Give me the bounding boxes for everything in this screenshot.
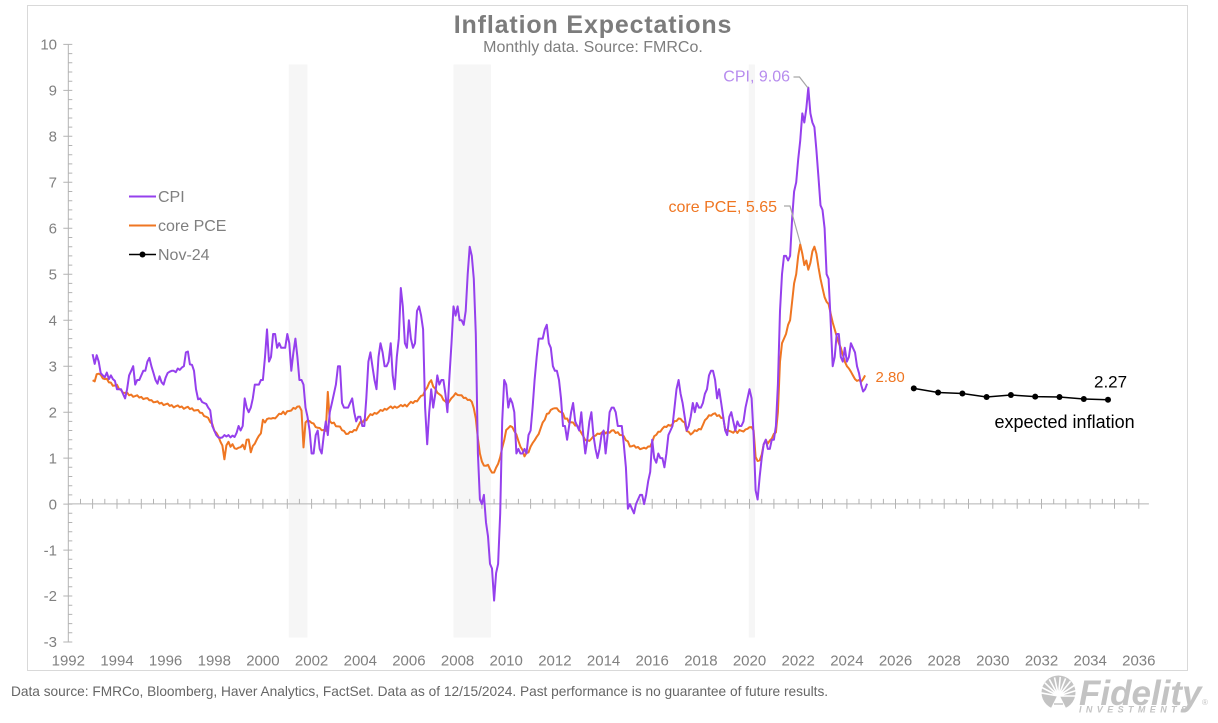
svg-text:CPI, 9.06: CPI, 9.06: [723, 69, 790, 86]
svg-text:2006: 2006: [392, 653, 425, 670]
svg-text:expected inflation: expected inflation: [995, 412, 1135, 432]
svg-text:2032: 2032: [1025, 653, 1058, 670]
svg-text:2014: 2014: [587, 653, 620, 670]
svg-text:1996: 1996: [149, 653, 182, 670]
svg-text:2022: 2022: [782, 653, 815, 670]
svg-text:10: 10: [40, 37, 57, 54]
svg-text:2004: 2004: [344, 653, 377, 670]
svg-text:2034: 2034: [1074, 653, 1107, 670]
svg-text:2020: 2020: [733, 653, 766, 670]
svg-text:2036: 2036: [1122, 653, 1155, 670]
svg-text:6: 6: [49, 221, 57, 238]
svg-text:2.27: 2.27: [1094, 373, 1127, 392]
svg-text:1994: 1994: [100, 653, 133, 670]
svg-text:Monthly data. Source: FMRCo.: Monthly data. Source: FMRCo.: [483, 39, 703, 56]
svg-text:1998: 1998: [198, 653, 231, 670]
svg-text:Fidelity: Fidelity: [1079, 674, 1203, 713]
svg-text:2028: 2028: [928, 653, 961, 670]
svg-text:-3: -3: [44, 634, 57, 651]
svg-text:2008: 2008: [441, 653, 474, 670]
svg-text:7: 7: [49, 175, 57, 192]
svg-text:2012: 2012: [538, 653, 571, 670]
svg-text:Data source: FMRCo, Bloomberg,: Data source: FMRCo, Bloomberg, Haver Ana…: [11, 684, 828, 699]
svg-text:2002: 2002: [295, 653, 328, 670]
svg-text:core PCE, 5.65: core PCE, 5.65: [669, 199, 778, 216]
svg-text:-2: -2: [44, 588, 57, 605]
svg-text:2.80: 2.80: [876, 369, 905, 386]
svg-text:Nov-24: Nov-24: [158, 247, 210, 264]
svg-text:Inflation Expectations: Inflation Expectations: [454, 11, 732, 39]
svg-text:4: 4: [49, 312, 57, 329]
svg-text:2026: 2026: [879, 653, 912, 670]
svg-text:1: 1: [49, 450, 57, 467]
svg-text:core PCE: core PCE: [158, 218, 226, 235]
svg-text:-1: -1: [44, 542, 57, 559]
svg-text:2000: 2000: [246, 653, 279, 670]
svg-text:5: 5: [49, 266, 57, 283]
svg-text:8: 8: [49, 129, 57, 146]
svg-text:2016: 2016: [636, 653, 669, 670]
svg-text:1992: 1992: [52, 653, 85, 670]
svg-text:INVESTMENTS: INVESTMENTS: [1079, 705, 1191, 715]
svg-text:2018: 2018: [684, 653, 717, 670]
svg-text:9: 9: [49, 83, 57, 100]
svg-text:CPI: CPI: [158, 189, 185, 206]
svg-text:2030: 2030: [976, 653, 1009, 670]
svg-text:®: ®: [1202, 698, 1208, 707]
svg-text:2010: 2010: [490, 653, 523, 670]
svg-text:0: 0: [49, 496, 57, 513]
svg-text:2024: 2024: [830, 653, 863, 670]
svg-text:2: 2: [49, 404, 57, 421]
svg-text:3: 3: [49, 358, 57, 375]
